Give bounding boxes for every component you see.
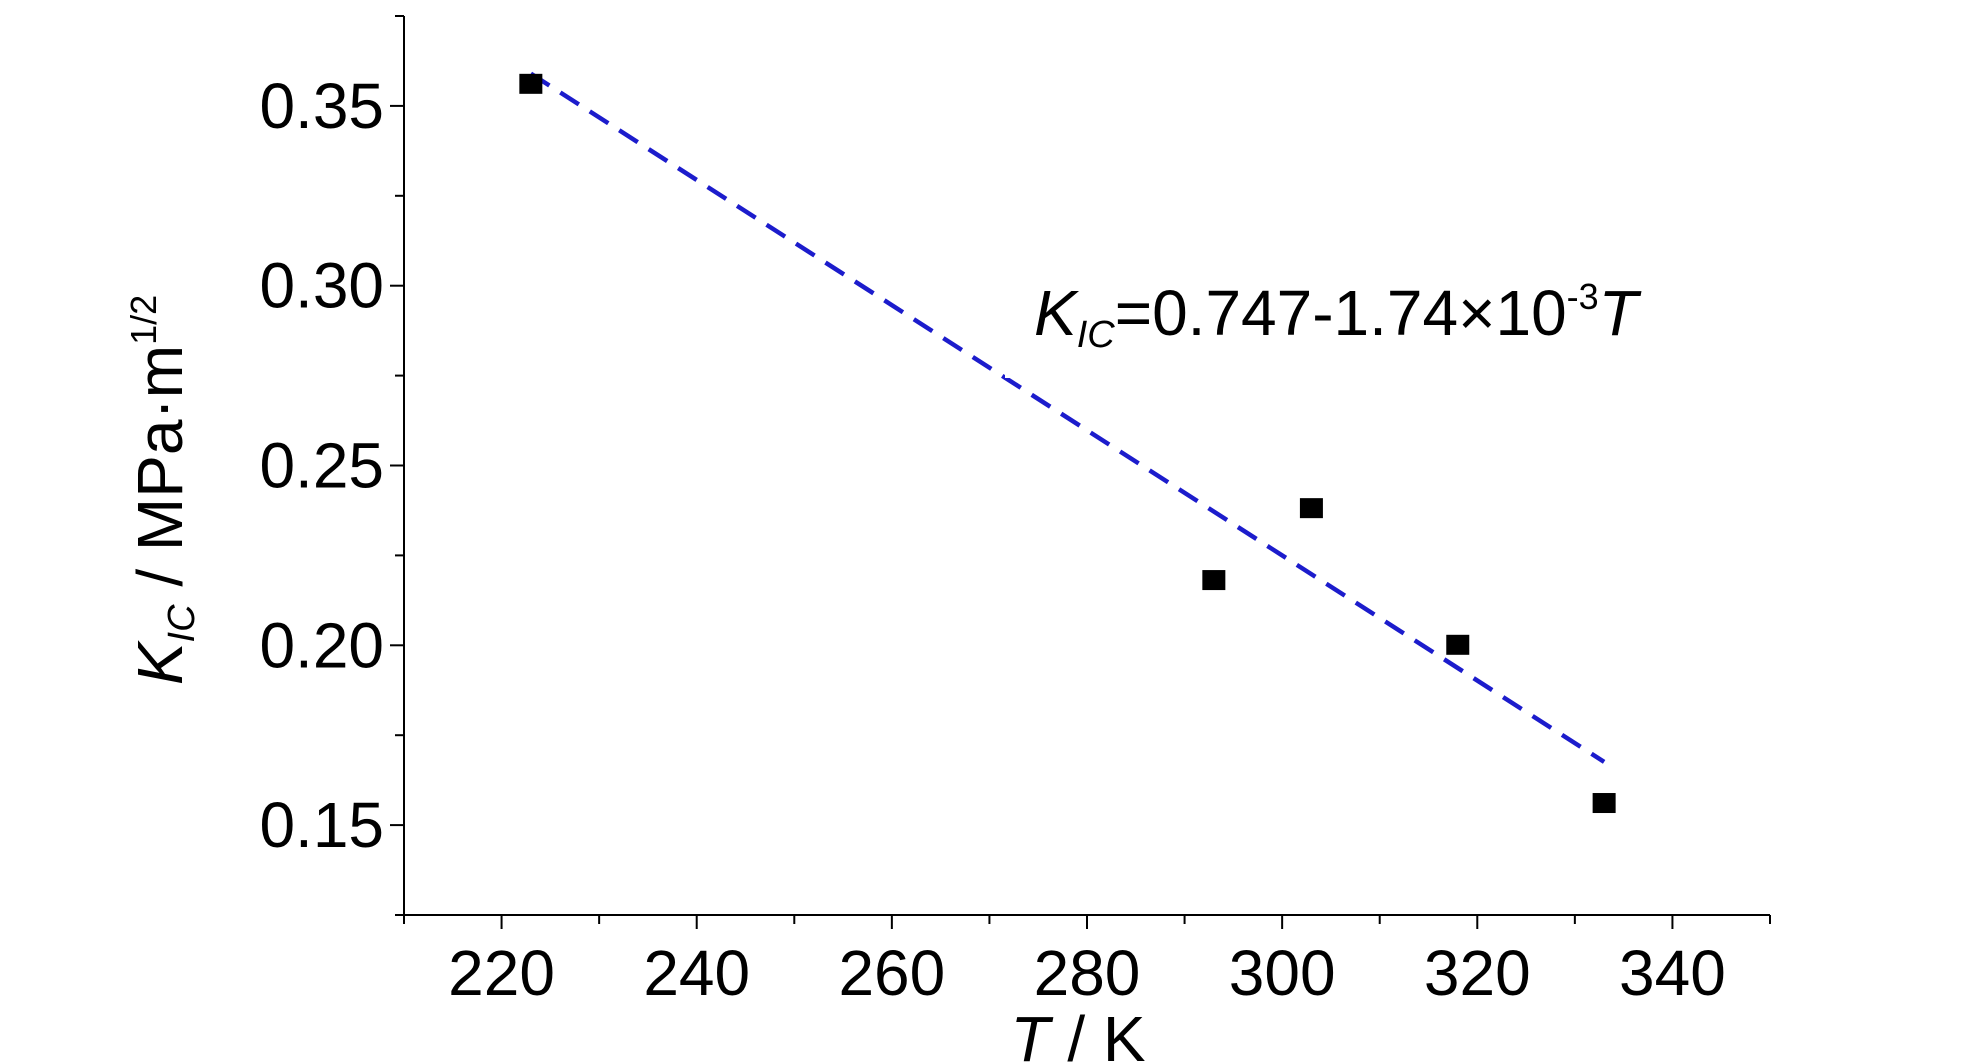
x-tick-label: 280 xyxy=(1034,937,1141,1009)
equation-background xyxy=(1005,268,1655,378)
y-axis-subscript: IC xyxy=(161,604,203,643)
axis-ticks xyxy=(390,15,1771,929)
fit-line xyxy=(529,71,1606,764)
x-tick-label: 320 xyxy=(1424,937,1531,1009)
x-tick-label: 300 xyxy=(1229,937,1336,1009)
x-axis-unit: K xyxy=(1103,1003,1146,1063)
equation-body: =0.747-1.74×10 xyxy=(1115,277,1567,349)
x-axis-separator: / xyxy=(1050,1003,1103,1063)
y-tick-label: 0.35 xyxy=(259,70,384,142)
data-point xyxy=(1299,498,1323,519)
equation-text: KIC=0.747-1.74×10-3T xyxy=(1034,276,1642,356)
x-tick-label: 240 xyxy=(643,937,750,1009)
x-axis-symbol: T xyxy=(1010,1003,1053,1063)
equation-variable: T xyxy=(1599,277,1642,349)
equation-symbol: K xyxy=(1034,277,1080,349)
data-point xyxy=(519,73,543,94)
x-axis-title: T / K xyxy=(1010,1003,1145,1063)
data-point xyxy=(1446,634,1470,655)
y-tick-label: 0.30 xyxy=(259,250,384,322)
y-axis-unit: MPa·m xyxy=(124,345,196,551)
equation-annotation: KIC=0.747-1.74×10-3T xyxy=(1005,268,1655,378)
y-axis-title: KIC / MPa·m1/2 xyxy=(123,295,203,685)
fit-line-group xyxy=(529,71,1606,764)
axis-tick-labels: 220 240 260 280 300 320 340 0.15 0.20 0.25 0.30 0.3… xyxy=(259,70,1725,1009)
axes xyxy=(403,16,1770,917)
y-tick-label: 0.25 xyxy=(259,430,384,502)
x-tick-label: 340 xyxy=(1619,937,1726,1009)
equation-exponent: -3 xyxy=(1567,276,1599,317)
y-tick-label: 0.15 xyxy=(259,789,384,861)
data-points xyxy=(519,73,1616,814)
x-tick-label: 260 xyxy=(838,937,945,1009)
y-tick-label: 0.20 xyxy=(259,609,384,681)
y-axis-unit-superscript: 1/2 xyxy=(123,295,164,345)
data-point xyxy=(1202,570,1226,591)
y-axis-symbol: K xyxy=(124,639,196,685)
y-axis-separator: / xyxy=(124,551,196,604)
equation-subscript: IC xyxy=(1077,314,1116,356)
x-tick-label: 220 xyxy=(448,937,555,1009)
data-point xyxy=(1592,793,1616,814)
